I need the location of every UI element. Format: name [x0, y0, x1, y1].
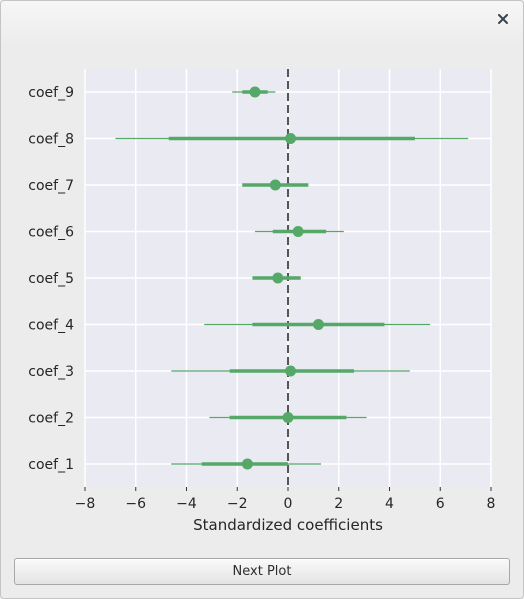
estimate-point-coef_7 [269, 179, 281, 191]
close-icon-glyph [498, 14, 508, 24]
estimate-point-coef_5 [272, 272, 284, 284]
x-tick-label: 2 [334, 496, 343, 512]
y-tick-label-coef_8: coef_8 [28, 132, 74, 148]
coefficient-plot: coef_9 coef_8 coef_7 coef_6 coef_5 coef_4coef… [28, 69, 496, 534]
x-tick-label: 8 [487, 496, 496, 512]
x-tick-labels: −8 −6 −4 −2 0 2 4 6 8 [75, 496, 496, 512]
x-tick-label: 4 [385, 496, 394, 512]
x-tick-label: −8 [75, 496, 96, 512]
x-axis-label: Standardized coefficients [193, 516, 383, 534]
x-tick-label: −6 [125, 496, 146, 512]
estimate-point-coef_6 [292, 226, 304, 237]
y-tick-label-coef_1: coef_1 [28, 457, 74, 473]
y-tick-label-coef_9: coef_9 [28, 85, 74, 101]
y-tick-label-coef_4: coef_4 [28, 318, 74, 334]
y-tick-labels: coef_9 coef_8 coef_7 coef_6 coef_5 coef_4coef… [28, 85, 74, 473]
x-tick-label: −4 [176, 496, 197, 512]
estimate-point-coef_4 [312, 319, 324, 330]
y-tick-label-coef_7: coef_7 [28, 178, 74, 194]
y-tick-label-coef_5: coef_5 [28, 271, 74, 287]
x-tick-label: 6 [436, 496, 445, 512]
estimate-point-coef_2 [282, 412, 294, 423]
y-tick-label-coef_6: coef_6 [28, 225, 74, 241]
x-tick-label: −2 [227, 496, 248, 512]
coefficient-marks [115, 86, 469, 470]
y-tick-label-coef_3: coef_3 [28, 364, 74, 380]
close-icon[interactable] [495, 11, 511, 27]
x-tick-label: 0 [284, 496, 293, 512]
next-plot-button[interactable]: Next Plot [14, 558, 510, 585]
estimate-point-coef_1 [241, 458, 253, 470]
y-tick-label-coef_2: coef_2 [28, 411, 74, 427]
estimate-point-coef_9 [249, 86, 261, 98]
estimate-point-coef_8 [285, 133, 297, 144]
estimate-point-coef_3 [285, 365, 297, 377]
